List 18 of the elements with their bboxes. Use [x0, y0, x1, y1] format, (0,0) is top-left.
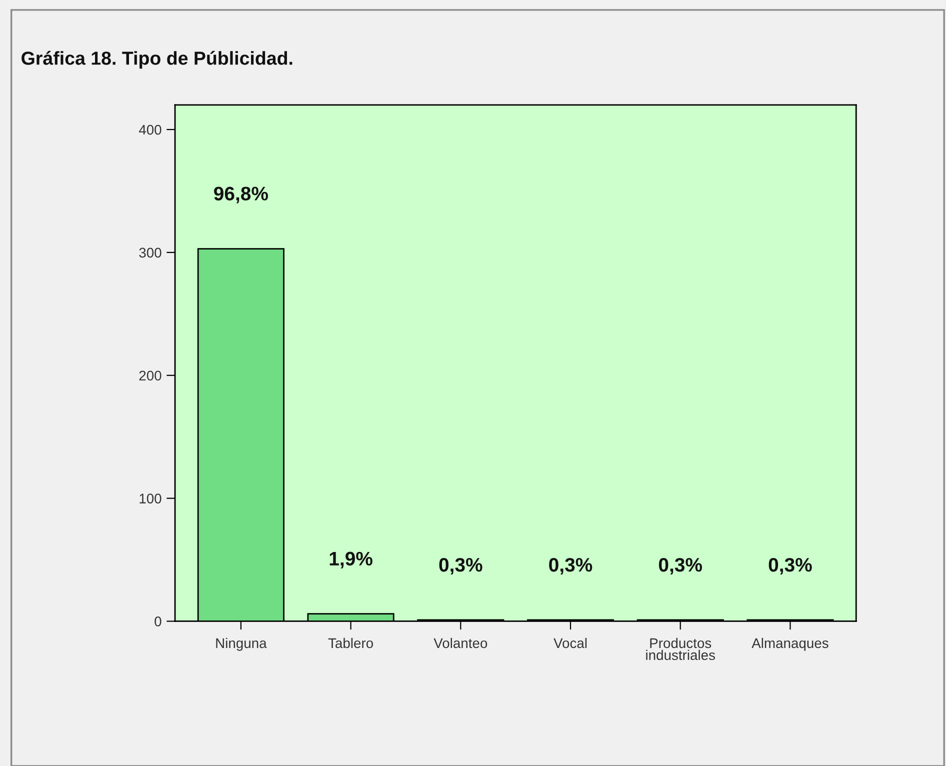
annotation: 0,3% [549, 558, 592, 575]
annotation: 96,8% [214, 186, 268, 204]
x-tick-label: Almanaques [752, 638, 828, 651]
chart-title: Gráfica 18. Tipo de Públicidad. [22, 50, 292, 69]
annotation: 1,9% [330, 552, 372, 568]
x-tick-label: Productos industriales [646, 638, 715, 660]
x-tick-label: Ninguna [216, 638, 267, 651]
x-tick-label: Vocal [554, 638, 587, 648]
x-tick-label: Volanteo [434, 638, 488, 648]
annotation: 0,3% [658, 558, 702, 575]
y-tick-label: 100 [140, 494, 162, 504]
y-tick-label: 400 [138, 124, 162, 135]
y-tick-label: 0 [154, 616, 162, 626]
annotation: 0,3% [439, 558, 482, 575]
x-tick-label: Tablero [328, 638, 373, 648]
y-tick-label: 300 [139, 248, 162, 258]
y-tick-label: 200 [139, 370, 162, 381]
annotation: 0,3% [768, 558, 812, 575]
